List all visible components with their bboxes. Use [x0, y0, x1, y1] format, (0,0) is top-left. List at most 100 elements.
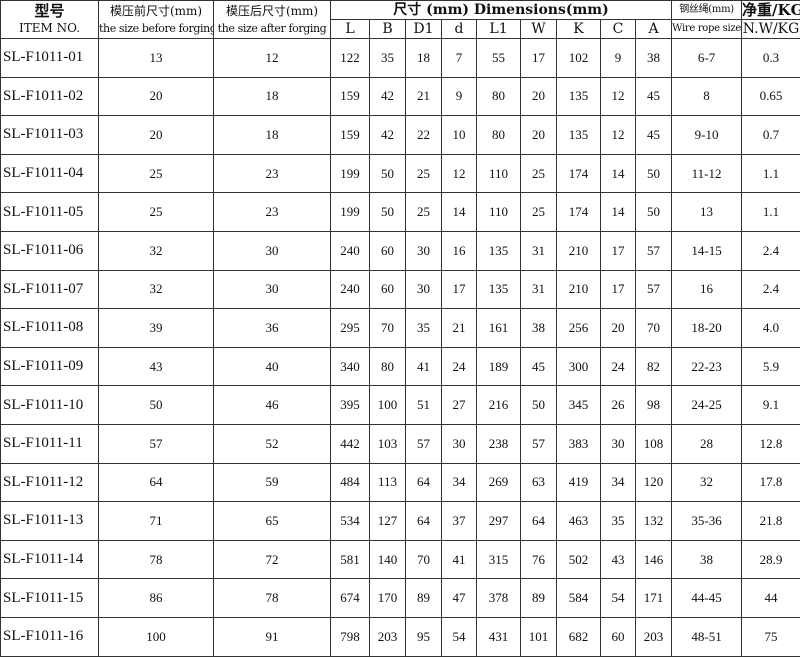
value-cell: 26: [601, 386, 636, 425]
value-cell: 171: [636, 579, 672, 618]
value-cell: 100: [370, 386, 406, 425]
value-cell: 34: [601, 463, 636, 502]
value-cell: 161: [477, 309, 521, 348]
value-cell: 20: [521, 116, 557, 155]
value-cell: 2.4: [742, 231, 800, 270]
value-cell: 199: [331, 154, 370, 193]
value-cell: 132: [636, 502, 672, 541]
value-cell: 419: [557, 463, 601, 502]
value-cell: 50: [521, 386, 557, 425]
value-cell: 25: [521, 154, 557, 193]
value-cell: 13: [672, 193, 742, 232]
value-cell: 41: [442, 540, 477, 579]
value-cell: 35: [370, 39, 406, 78]
value-cell: 110: [477, 193, 521, 232]
value-cell: 170: [370, 579, 406, 618]
value-cell: 682: [557, 617, 601, 656]
value-cell: 64: [99, 463, 214, 502]
value-cell: 75: [742, 617, 800, 656]
value-cell: 30: [601, 424, 636, 463]
value-cell: 44: [742, 579, 800, 618]
value-cell: 135: [477, 270, 521, 309]
value-cell: 9: [442, 77, 477, 116]
value-cell: 24: [601, 347, 636, 386]
value-cell: 44-45: [672, 579, 742, 618]
value-cell: 22: [406, 116, 442, 155]
value-cell: 70: [636, 309, 672, 348]
value-cell: 340: [331, 347, 370, 386]
value-cell: 76: [521, 540, 557, 579]
value-cell: 54: [442, 617, 477, 656]
value-cell: 581: [331, 540, 370, 579]
value-cell: 45: [521, 347, 557, 386]
value-cell: 35: [601, 502, 636, 541]
value-cell: 18: [214, 77, 331, 116]
item-number-cell: SL-F1011-02: [1, 77, 99, 116]
value-cell: 57: [521, 424, 557, 463]
value-cell: 23: [214, 154, 331, 193]
value-cell: 463: [557, 502, 601, 541]
value-cell: 30: [214, 270, 331, 309]
value-cell: 89: [521, 579, 557, 618]
value-cell: 57: [406, 424, 442, 463]
value-cell: 98: [636, 386, 672, 425]
value-cell: 31: [521, 231, 557, 270]
value-cell: 50: [99, 386, 214, 425]
value-cell: 38: [636, 39, 672, 78]
value-cell: 80: [477, 116, 521, 155]
value-cell: 23: [214, 193, 331, 232]
value-cell: 70: [406, 540, 442, 579]
value-cell: 6-7: [672, 39, 742, 78]
value-cell: 46: [214, 386, 331, 425]
header-dim-A: A: [636, 20, 672, 39]
value-cell: 100: [99, 617, 214, 656]
value-cell: 110: [477, 154, 521, 193]
header-weight-cn: 净重/KG: [742, 1, 800, 20]
value-cell: 64: [406, 502, 442, 541]
value-cell: 12.8: [742, 424, 800, 463]
header-rope-cn: 钢丝绳(mm): [672, 1, 742, 20]
value-cell: 297: [477, 502, 521, 541]
header-weight-en: N.W/KG: [742, 20, 800, 39]
value-cell: 70: [370, 309, 406, 348]
value-cell: 24-25: [672, 386, 742, 425]
value-cell: 60: [370, 231, 406, 270]
value-cell: 21.8: [742, 502, 800, 541]
value-cell: 798: [331, 617, 370, 656]
item-number-cell: SL-F1011-05: [1, 193, 99, 232]
item-number-cell: SL-F1011-07: [1, 270, 99, 309]
value-cell: 240: [331, 231, 370, 270]
value-cell: 22-23: [672, 347, 742, 386]
value-cell: 395: [331, 386, 370, 425]
value-cell: 57: [636, 231, 672, 270]
value-cell: 32: [99, 270, 214, 309]
value-cell: 383: [557, 424, 601, 463]
item-number-cell: SL-F1011-09: [1, 347, 99, 386]
value-cell: 57: [636, 270, 672, 309]
header-size-before: 模压前尺寸(mm) the size before forging: [99, 1, 214, 39]
value-cell: 315: [477, 540, 521, 579]
value-cell: 378: [477, 579, 521, 618]
value-cell: 4.0: [742, 309, 800, 348]
value-cell: 30: [406, 270, 442, 309]
value-cell: 25: [406, 193, 442, 232]
value-cell: 174: [557, 154, 601, 193]
value-cell: 127: [370, 502, 406, 541]
value-cell: 18: [214, 116, 331, 155]
header-size-after: 模压后尺寸(mm) the size after forging: [214, 1, 331, 39]
item-number-cell: SL-F1011-12: [1, 463, 99, 502]
value-cell: 108: [636, 424, 672, 463]
value-cell: 80: [370, 347, 406, 386]
value-cell: 50: [370, 193, 406, 232]
